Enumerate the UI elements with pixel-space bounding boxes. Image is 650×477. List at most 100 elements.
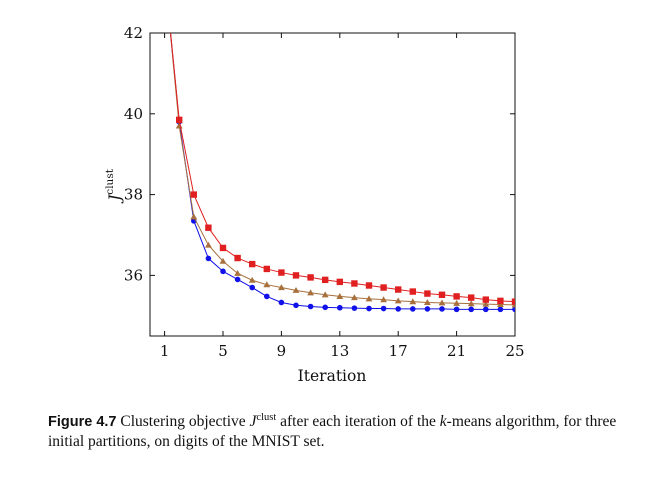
data-point — [511, 298, 515, 305]
data-point — [409, 288, 416, 295]
x-tick-label: 5 — [218, 342, 228, 360]
y-tick-label: 40 — [124, 105, 143, 123]
y-tick-label: 42 — [124, 24, 143, 42]
data-point — [409, 298, 417, 305]
data-point — [263, 281, 271, 288]
data-point — [322, 276, 329, 284]
x-tick-label: 25 — [505, 342, 524, 360]
data-point — [365, 282, 373, 289]
y-axis-symbol: J — [106, 194, 124, 204]
x-axis-title: Iteration — [298, 367, 367, 385]
x-tick-label: 21 — [447, 342, 466, 360]
data-point — [424, 306, 431, 312]
data-point — [234, 254, 241, 262]
caption-symbol: J — [249, 413, 257, 431]
data-point — [453, 293, 460, 300]
data-point — [263, 265, 270, 273]
data-point — [482, 296, 489, 303]
x-tick-label: 1 — [160, 342, 170, 360]
data-point — [410, 306, 416, 312]
data-point — [249, 260, 256, 268]
plot-area — [149, 32, 516, 337]
data-point — [190, 213, 198, 220]
data-point — [337, 304, 343, 311]
data-point — [424, 290, 431, 297]
data-point — [482, 300, 490, 307]
tick-labels: 1 5 9 13 17 21 25 36 38 40 42 — [124, 24, 525, 360]
caption-text-2: after each iteration of the — [276, 413, 440, 431]
data-point — [497, 301, 504, 308]
caption-text-3: -means algorithm, for three initial part… — [48, 413, 617, 451]
figure-caption: Figure 4.7 Clustering objective Jclust a… — [48, 408, 620, 451]
axis-ticks — [150, 32, 516, 336]
data-point — [292, 286, 300, 293]
data-point — [380, 305, 387, 312]
data-point — [322, 304, 329, 311]
data-point — [453, 299, 460, 306]
data-point — [351, 294, 358, 301]
data-point — [438, 291, 446, 298]
data-point — [321, 291, 329, 298]
x-tick-label: 9 — [277, 342, 287, 360]
data-point — [248, 276, 256, 283]
data-point — [234, 269, 241, 276]
data-point — [336, 278, 343, 286]
y-tick-label: 36 — [124, 266, 143, 284]
data-point — [512, 306, 515, 313]
series-circle — [170, 33, 515, 313]
data-point — [483, 306, 489, 313]
data-point — [293, 302, 299, 309]
data-point — [351, 280, 358, 287]
data-point — [219, 257, 227, 264]
svg-text:Jclust: Jclust — [104, 168, 124, 204]
data-point — [234, 276, 241, 283]
data-point — [307, 303, 314, 310]
y-tick-label: 38 — [124, 186, 143, 204]
data-point — [439, 306, 445, 312]
data-point — [336, 293, 344, 299]
data-point — [468, 306, 475, 313]
data-point — [497, 297, 504, 305]
data-point — [278, 284, 285, 291]
data-point — [351, 305, 358, 311]
data-point — [292, 272, 300, 279]
data-point — [395, 286, 402, 293]
data-point — [307, 289, 314, 296]
data-point — [380, 296, 387, 303]
x-tick-label: 17 — [389, 342, 408, 360]
data-point — [249, 284, 255, 291]
data-point — [205, 224, 212, 231]
y-axis-superscript: clust — [104, 168, 116, 194]
data-point — [438, 299, 446, 306]
data-point — [468, 294, 475, 301]
y-axis-title: Jclust — [104, 168, 124, 204]
caption-text-1: Clustering objective — [116, 413, 250, 431]
data-point — [190, 191, 197, 198]
data-point — [453, 306, 460, 313]
data-point — [497, 306, 504, 313]
data-point — [307, 274, 314, 281]
data-point — [278, 269, 285, 276]
series-triangle — [169, 33, 515, 308]
series-square — [170, 33, 515, 305]
data-point — [394, 297, 402, 304]
caption-symbol-sup: clust — [256, 412, 277, 423]
data-point — [219, 244, 227, 252]
data-point — [395, 306, 402, 312]
data-point — [205, 241, 212, 248]
data-point — [366, 305, 372, 312]
data-point — [365, 295, 373, 302]
data-point — [205, 255, 212, 262]
caption-k: k — [439, 413, 447, 431]
series-layer — [169, 33, 515, 313]
data-point — [424, 299, 431, 306]
data-point — [220, 268, 226, 275]
data-point — [278, 299, 285, 306]
data-point — [264, 293, 270, 300]
data-point — [467, 300, 475, 307]
figure-label: Figure 4.7 — [48, 414, 117, 431]
x-tick-label: 13 — [330, 342, 349, 360]
data-point — [176, 116, 183, 124]
data-point — [380, 284, 387, 291]
chart: 1 5 9 13 17 21 25 36 38 40 42 Iteration Jclust — [104, 24, 525, 385]
